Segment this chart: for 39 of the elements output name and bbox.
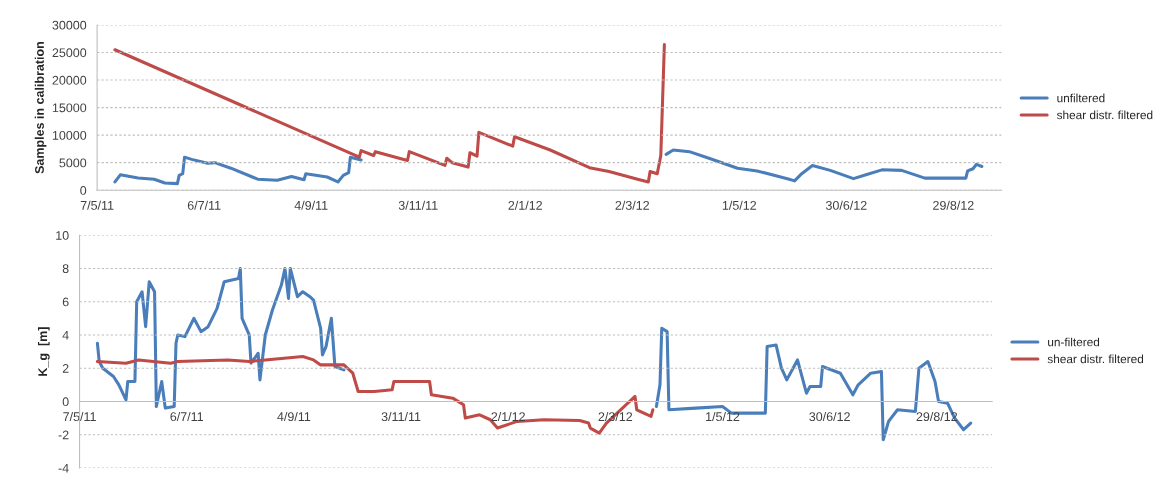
x-tick-label: 6/7/11 [170, 411, 204, 422]
y-axis-title: Samples in calibration [34, 42, 47, 174]
y-tick-label: 10 [56, 231, 69, 240]
x-tick-label: 4/9/11 [294, 200, 328, 210]
y-tick-label: -4 [58, 463, 69, 473]
y-tick-label: 5000 [59, 158, 87, 168]
x-tick-label: 29/8/12 [933, 200, 974, 210]
y-tick-label: 30000 [52, 20, 87, 30]
x-tick-label: 7/5/11 [80, 200, 114, 210]
legend-label: shear distr. filtered [1056, 110, 1153, 120]
line-series [113, 42, 666, 184]
x-tick-label: 30/6/12 [825, 200, 867, 210]
x-tick-label: 4/9/11 [277, 411, 311, 422]
x-tick-label: 7/5/11 [63, 411, 96, 422]
x-tick-label: 30/6/12 [809, 411, 850, 422]
legend-label: unfiltered [1057, 93, 1105, 103]
y-tick-label: 6 [62, 297, 69, 307]
x-tick-label: 6/7/11 [187, 200, 221, 210]
y-tick-label: 8 [62, 264, 69, 274]
y-tick-label: 20000 [52, 75, 87, 85]
legend-label: shear distr. filtered [1047, 354, 1144, 364]
x-tick-label: 2/1/12 [508, 200, 542, 210]
legend-label: un-filtered [1048, 337, 1100, 347]
x-tick-label: 3/11/11 [398, 200, 438, 210]
x-tick-label: 1/5/12 [722, 200, 757, 210]
y-axis-title: K_g [m] [37, 327, 50, 376]
y-tick-label: 10000 [52, 130, 87, 140]
x-tick-label: 2/1/12 [491, 411, 525, 422]
y-tick-label: 2 [62, 364, 69, 373]
x-tick-label: 1/5/12 [706, 411, 740, 422]
y-tick-label: 4 [62, 330, 69, 340]
y-tick-label: 15000 [52, 103, 87, 113]
y-tick-label: 25000 [52, 48, 87, 58]
line-series [95, 355, 655, 435]
x-tick-label: 2/3/12 [615, 200, 650, 210]
y-tick-label: -2 [58, 430, 69, 440]
y-tick-label: 0 [80, 186, 87, 195]
x-tick-label: 3/11/11 [381, 411, 421, 422]
y-tick-label: 0 [62, 397, 69, 407]
